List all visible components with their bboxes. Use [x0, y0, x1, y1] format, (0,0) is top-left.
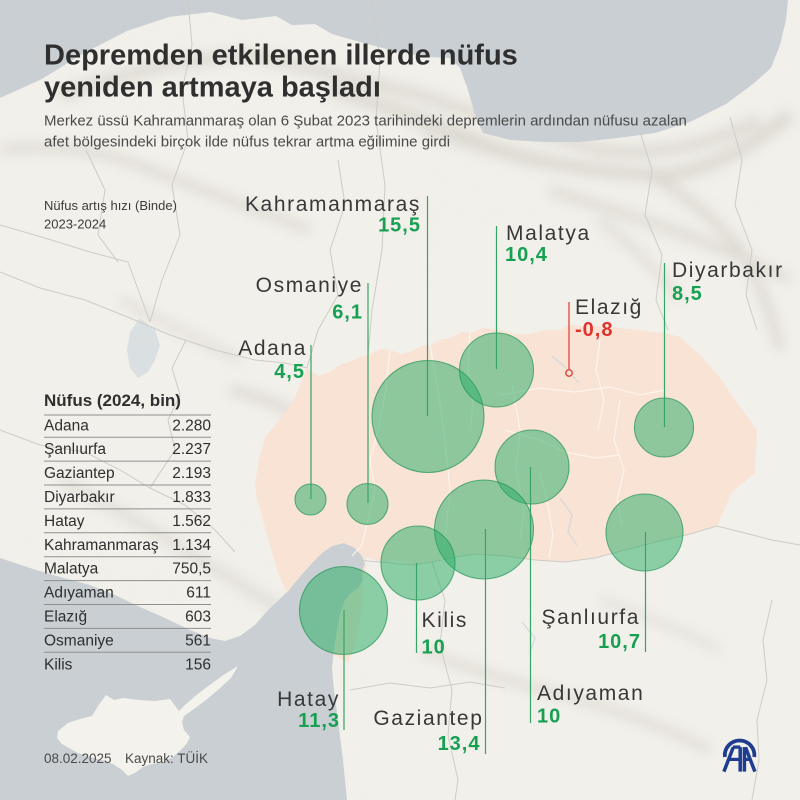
svg-text:Osmaniye: Osmaniye [44, 632, 114, 649]
svg-text:2.237: 2.237 [172, 441, 211, 458]
svg-text:Nüfus (2024, bin): Nüfus (2024, bin) [44, 391, 181, 410]
svg-text:Elazığ: Elazığ [575, 296, 643, 319]
svg-text:Merkez üssü Kahramanmaraş olan: Merkez üssü Kahramanmaraş olan 6 Şubat 2… [44, 113, 687, 130]
svg-text:603: 603 [185, 609, 211, 626]
svg-text:1.562: 1.562 [172, 513, 211, 530]
svg-text:Hatay: Hatay [277, 688, 340, 711]
svg-text:Malatya: Malatya [506, 222, 591, 245]
svg-text:10: 10 [422, 637, 446, 659]
svg-text:Malatya: Malatya [44, 561, 99, 578]
svg-text:2023-2024: 2023-2024 [44, 217, 106, 232]
svg-text:afet bölgesindeki birçok ilde: afet bölgesindeki birçok ilde nüfus tekr… [44, 134, 450, 151]
svg-text:Adıyaman: Adıyaman [537, 682, 644, 705]
svg-text:Hatay: Hatay [44, 513, 85, 530]
svg-text:15,5: 15,5 [378, 215, 421, 237]
svg-text:-0,8: -0,8 [575, 319, 613, 341]
svg-text:Diyarbakır: Diyarbakır [44, 489, 115, 506]
svg-text:Şanlıurfa: Şanlıurfa [542, 606, 640, 629]
svg-text:Adana: Adana [44, 417, 89, 434]
svg-text:Kilis: Kilis [422, 609, 469, 632]
svg-text:10,7: 10,7 [598, 631, 641, 653]
svg-text:1.833: 1.833 [172, 489, 211, 506]
svg-text:Gaziantep: Gaziantep [373, 707, 483, 730]
svg-text:Nüfus artış hızı (Binde): Nüfus artış hızı (Binde) [44, 198, 177, 213]
svg-text:Kaynak: TÜİK: Kaynak: TÜİK [125, 751, 208, 766]
svg-text:4,5: 4,5 [274, 361, 305, 383]
svg-text:2.193: 2.193 [172, 465, 211, 482]
svg-text:yeniden artmaya başladı: yeniden artmaya başladı [44, 72, 381, 104]
svg-text:156: 156 [185, 656, 211, 673]
svg-text:8,5: 8,5 [672, 283, 703, 305]
svg-text:2.280: 2.280 [172, 417, 211, 434]
svg-text:611: 611 [186, 585, 211, 602]
svg-text:08.02.2025: 08.02.2025 [44, 751, 112, 766]
svg-text:Diyarbakır: Diyarbakır [672, 259, 784, 282]
svg-text:Kilis: Kilis [44, 656, 73, 673]
svg-text:Adana: Adana [238, 337, 307, 360]
svg-text:750,5: 750,5 [172, 561, 211, 578]
svg-text:13,4: 13,4 [438, 733, 481, 755]
svg-text:10,4: 10,4 [505, 244, 548, 266]
svg-text:6,1: 6,1 [332, 302, 363, 324]
svg-text:Depremden etkilenen illerde nü: Depremden etkilenen illerde nüfus [44, 40, 518, 72]
svg-text:10: 10 [537, 706, 561, 728]
svg-text:Adıyaman: Adıyaman [44, 585, 114, 602]
svg-text:11,3: 11,3 [298, 710, 340, 732]
svg-text:1.134: 1.134 [172, 537, 211, 554]
svg-text:Şanlıurfa: Şanlıurfa [44, 441, 106, 458]
svg-text:Gaziantep: Gaziantep [44, 465, 115, 482]
svg-text:561: 561 [185, 632, 211, 649]
svg-text:Elazığ: Elazığ [44, 609, 87, 626]
svg-text:Kahramanmaraş: Kahramanmaraş [44, 537, 159, 554]
svg-text:Osmaniye: Osmaniye [256, 274, 363, 297]
svg-text:Kahramanmaraş: Kahramanmaraş [245, 193, 421, 216]
